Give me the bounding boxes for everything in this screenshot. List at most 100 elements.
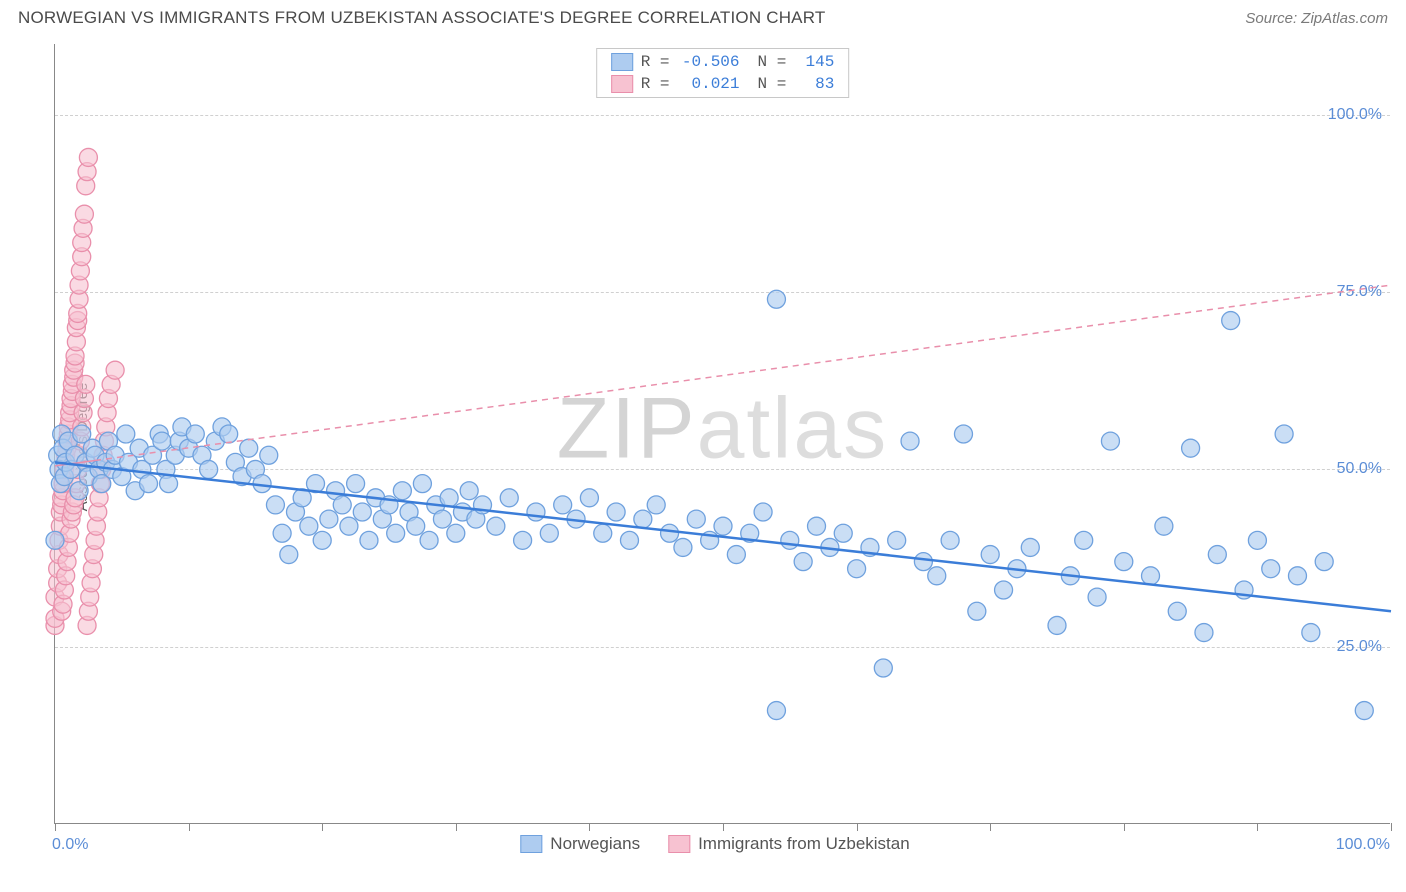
pink-point	[75, 205, 93, 223]
pink-point	[79, 148, 97, 166]
legend-swatch	[520, 835, 542, 853]
blue-point	[1248, 531, 1266, 549]
blue-point	[888, 531, 906, 549]
blue-point	[781, 531, 799, 549]
blue-point	[1288, 567, 1306, 585]
blue-point	[460, 482, 478, 500]
blue-point	[140, 475, 158, 493]
blue-point	[153, 432, 171, 450]
blue-point	[407, 517, 425, 535]
blue-point	[674, 538, 692, 556]
blue-point	[266, 496, 284, 514]
blue-point	[1208, 546, 1226, 564]
blue-point	[1115, 553, 1133, 571]
blue-point	[1262, 560, 1280, 578]
blue-point	[687, 510, 705, 528]
blue-point	[808, 517, 826, 535]
n-value: 145	[794, 53, 834, 71]
blue-point	[1155, 517, 1173, 535]
blue-point	[117, 425, 135, 443]
blue-point	[981, 546, 999, 564]
r-label: R =	[641, 75, 670, 93]
blue-point	[347, 475, 365, 493]
blue-point	[554, 496, 572, 514]
x-tick	[857, 823, 858, 831]
blue-point	[954, 425, 972, 443]
x-tick	[55, 823, 56, 831]
blue-point	[661, 524, 679, 542]
blue-point	[200, 460, 218, 478]
x-tick	[1124, 823, 1125, 831]
legend-label: Immigrants from Uzbekistan	[698, 834, 910, 854]
blue-point	[1275, 425, 1293, 443]
blue-point	[340, 517, 358, 535]
blue-point	[848, 560, 866, 578]
x-tick	[456, 823, 457, 831]
blue-point	[1168, 602, 1186, 620]
blue-point	[280, 546, 298, 564]
x-tick	[723, 823, 724, 831]
blue-point	[387, 524, 405, 542]
legend-row: R = 0.021N = 83	[597, 73, 849, 95]
blue-point	[794, 553, 812, 571]
blue-point	[1302, 624, 1320, 642]
blue-point	[1315, 553, 1333, 571]
n-label: N =	[758, 53, 787, 71]
r-value: -0.506	[678, 53, 740, 71]
x-tick	[990, 823, 991, 831]
blue-point	[754, 503, 772, 521]
x-axis-min-label: 0.0%	[52, 836, 88, 854]
chart-title: NORWEGIAN VS IMMIGRANTS FROM UZBEKISTAN …	[18, 8, 825, 28]
x-tick	[589, 823, 590, 831]
blue-point	[46, 531, 64, 549]
legend-item: Norwegians	[520, 834, 640, 854]
blue-point	[440, 489, 458, 507]
blue-point	[1048, 616, 1066, 634]
scatter-svg	[55, 44, 1391, 824]
legend-item: Immigrants from Uzbekistan	[668, 834, 910, 854]
plot-area: ZIPatlas R =-0.506N =145R = 0.021N = 83 …	[54, 44, 1390, 824]
blue-point	[580, 489, 598, 507]
legend-swatch	[668, 835, 690, 853]
blue-point	[767, 702, 785, 720]
blue-point	[260, 446, 278, 464]
blue-point	[968, 602, 986, 620]
blue-point	[647, 496, 665, 514]
blue-point	[413, 475, 431, 493]
blue-point	[353, 503, 371, 521]
blue-point	[487, 517, 505, 535]
blue-point	[186, 425, 204, 443]
blue-point	[607, 503, 625, 521]
blue-point	[300, 517, 318, 535]
blue-point	[620, 531, 638, 549]
blue-point	[220, 425, 238, 443]
legend-row: R = -0.506 N = 145	[597, 51, 849, 73]
blue-point	[433, 510, 451, 528]
blue-point	[914, 553, 932, 571]
pink-point	[77, 375, 95, 393]
blue-point	[540, 524, 558, 542]
blue-point	[834, 524, 852, 542]
blue-point	[767, 290, 785, 308]
blue-point	[160, 475, 178, 493]
blue-point	[313, 531, 331, 549]
r-label: R =	[641, 53, 670, 71]
blue-point	[727, 546, 745, 564]
series-legend: Norwegians Immigrants from Uzbekistan	[520, 834, 909, 854]
blue-point	[714, 517, 732, 535]
blue-point	[514, 531, 532, 549]
blue-point	[1182, 439, 1200, 457]
blue-point	[500, 489, 518, 507]
blue-point	[995, 581, 1013, 599]
blue-point	[393, 482, 411, 500]
blue-point	[1088, 588, 1106, 606]
blue-point	[941, 531, 959, 549]
x-tick	[189, 823, 190, 831]
blue-point	[634, 510, 652, 528]
blue-point	[240, 439, 258, 457]
blue-point	[1355, 702, 1373, 720]
blue-point	[1222, 312, 1240, 330]
blue-point	[928, 567, 946, 585]
blue-point	[1075, 531, 1093, 549]
x-tick	[1391, 823, 1392, 831]
